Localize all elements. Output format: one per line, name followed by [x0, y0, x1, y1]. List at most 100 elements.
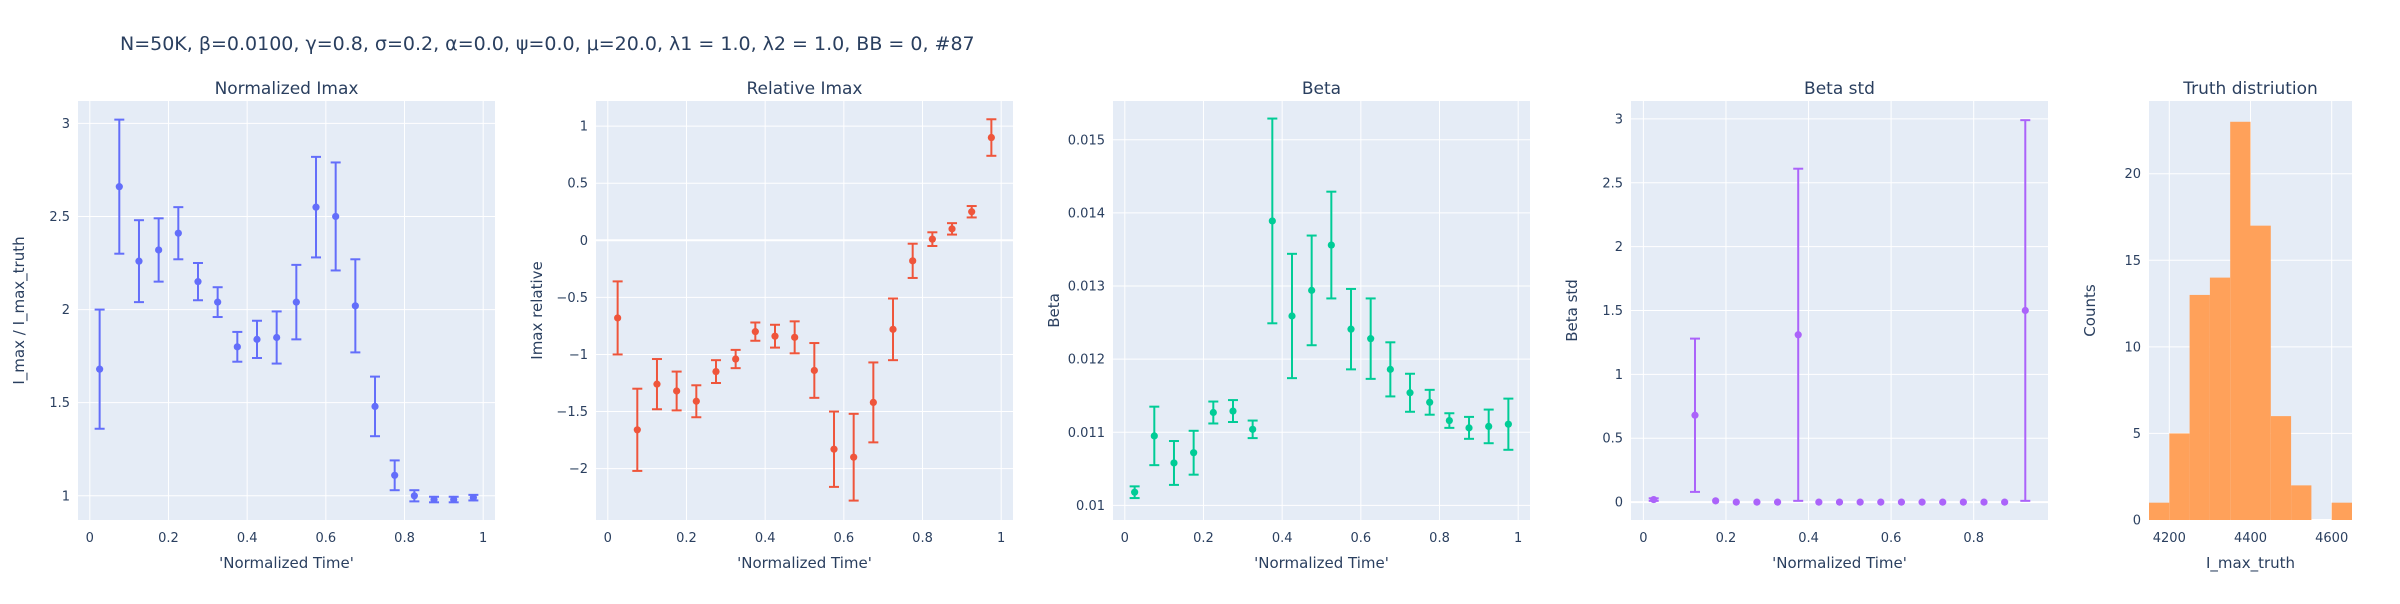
- y-tick-label: 10: [2124, 340, 2141, 355]
- x-tick-label: 0.4: [1272, 531, 1293, 546]
- x-tick-label: 4200: [2153, 531, 2186, 546]
- y-tick-label: 0: [580, 234, 588, 249]
- x-tick-label: 0.6: [1350, 531, 1371, 546]
- data-point: [391, 471, 399, 479]
- data-point: [1288, 312, 1296, 320]
- x-tick-label: 4600: [2315, 531, 2348, 546]
- data-point: [1386, 365, 1394, 373]
- data-point: [1691, 411, 1699, 419]
- y-tick-label: 2: [1615, 240, 1623, 255]
- data-point: [1150, 432, 1158, 440]
- chart-panel-2: 0 0.2 0.4 0.6 0.8 1 −2 −1.5 −1 −0.5 0 0.5 1 Relative …: [528, 79, 1013, 572]
- y-tick-label: 0.012: [1068, 353, 1105, 368]
- data-point: [712, 367, 720, 376]
- data-point: [948, 225, 956, 233]
- data-point: [1939, 498, 1947, 506]
- y-tick-label: 0: [2133, 514, 2141, 529]
- data-point: [2001, 498, 2009, 506]
- data-point: [850, 453, 858, 461]
- data-point: [751, 328, 759, 336]
- data-point: [1308, 286, 1316, 294]
- data-point: [1347, 325, 1355, 333]
- histogram-bar: [2169, 433, 2190, 520]
- y-tick-label: 20: [2124, 167, 2141, 182]
- histogram-bar: [2291, 485, 2312, 520]
- data-point: [1445, 416, 1453, 425]
- data-point: [332, 212, 340, 221]
- data-point: [1229, 407, 1237, 415]
- y-tick-label: 3: [62, 117, 70, 132]
- data-point: [1815, 498, 1823, 506]
- data-point: [1877, 498, 1885, 506]
- data-point: [1897, 498, 1906, 506]
- x-tick-label: 0: [1121, 531, 1129, 546]
- data-point: [1650, 495, 1658, 504]
- chart-title: Truth distriution: [2182, 79, 2318, 99]
- data-point: [194, 278, 202, 286]
- chart-panel-1: 0 0.2 0.4 0.6 0.8 1 1 1.5 2 2.5 3 Normalized Imax 'N…: [10, 79, 495, 572]
- data-point: [614, 314, 622, 322]
- chart-panel-5: 4200 4400 4600 0 5 10 15 20 Truth distriution I_m…: [2081, 79, 2352, 573]
- data-point: [791, 333, 799, 341]
- chart-title: Beta: [1302, 79, 1341, 99]
- data-point: [430, 495, 438, 504]
- data-point: [1327, 241, 1335, 249]
- x-tick-label: 0.2: [158, 531, 179, 546]
- data-point: [450, 495, 458, 504]
- x-tick-label: 1: [479, 531, 487, 546]
- y-axis-label: I_max / I_max_truth: [10, 236, 29, 384]
- data-point: [889, 325, 897, 333]
- histogram-bar: [2230, 121, 2251, 521]
- data-point: [909, 257, 917, 265]
- data-point: [1918, 498, 1926, 506]
- data-point: [292, 298, 300, 306]
- data-point: [351, 302, 359, 310]
- data-point: [1465, 424, 1473, 432]
- data-point: [673, 387, 681, 395]
- data-point: [1773, 498, 1782, 506]
- data-point: [830, 445, 838, 453]
- y-axis-label: Imax relative: [528, 261, 546, 359]
- data-point: [312, 203, 320, 211]
- x-tick-label: 0.6: [833, 531, 854, 546]
- y-axis-label: Beta std: [1563, 279, 1581, 342]
- plot-background: [1113, 101, 1530, 520]
- data-point: [371, 402, 379, 411]
- plot-background: [596, 101, 1013, 520]
- y-tick-label: −0.5: [556, 291, 588, 306]
- data-point: [732, 355, 740, 363]
- y-tick-label: 2.5: [1602, 176, 1623, 191]
- x-tick-label: 4400: [2234, 531, 2267, 546]
- data-point: [1268, 217, 1276, 225]
- data-point: [1794, 331, 1802, 339]
- y-axis-label: Beta: [1045, 293, 1063, 328]
- x-axis-label: 'Normalized Time': [219, 554, 354, 572]
- x-tick-label: 0.4: [237, 531, 258, 546]
- x-tick-label: 0.2: [1716, 531, 1737, 546]
- x-tick-label: 0.4: [1798, 531, 1819, 546]
- y-tick-label: 1: [62, 489, 70, 504]
- x-tick-label: 0: [1639, 531, 1647, 546]
- y-tick-label: 2.5: [49, 210, 70, 225]
- data-point: [928, 235, 936, 243]
- data-point: [155, 246, 163, 254]
- data-point: [653, 380, 661, 388]
- y-tick-label: 2: [62, 303, 70, 318]
- chart-panel-3: 0 0.2 0.4 0.6 0.8 1 0.01 0.011 0.012 0.013 0.014 0.…: [1045, 79, 1530, 572]
- x-tick-label: 0.8: [1963, 531, 1984, 546]
- x-axis-label: 'Normalized Time': [737, 554, 872, 572]
- y-tick-label: 0: [1615, 496, 1623, 511]
- x-tick-label: 0.6: [315, 531, 336, 546]
- y-tick-label: 0.5: [567, 177, 588, 192]
- data-point: [1485, 422, 1493, 431]
- data-point: [1170, 459, 1178, 467]
- histogram-bar: [2189, 294, 2210, 520]
- data-point: [273, 333, 281, 342]
- chart-panel-4: 0 0.2 0.4 0.6 0.8 0 0.5 1 1.5 2 2.5 3 Beta std 'Norma…: [1563, 79, 2048, 572]
- y-tick-label: 0.01: [1076, 499, 1105, 514]
- y-tick-label: 0.011: [1068, 426, 1105, 441]
- x-tick-label: 0: [604, 531, 612, 546]
- data-point: [1209, 408, 1217, 417]
- data-point: [1504, 420, 1512, 428]
